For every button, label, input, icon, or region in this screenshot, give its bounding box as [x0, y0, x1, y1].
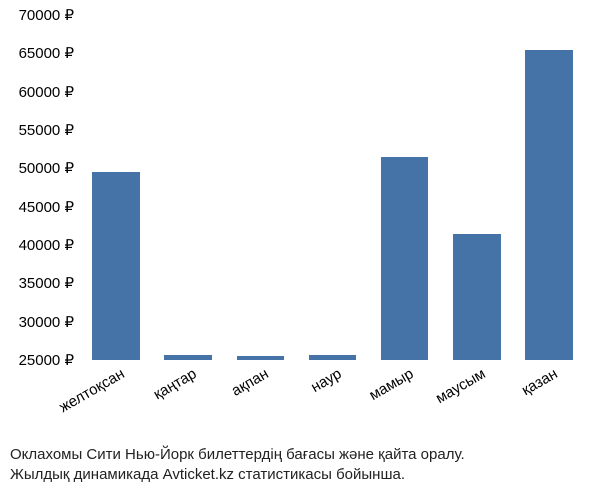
price-chart: 25000 ₽ 30000 ₽ 35000 ₽ 40000 ₽ 45000 ₽ 50000…	[0, 0, 600, 500]
x-tick-label: маусым	[430, 360, 489, 407]
y-tick-label: 65000 ₽	[19, 44, 80, 62]
y-tick-label: 35000 ₽	[19, 274, 80, 292]
x-tick-label: қаңтар	[148, 360, 200, 403]
y-tick-label: 30000 ₽	[19, 313, 80, 331]
y-tick-label: 60000 ₽	[19, 83, 80, 101]
bar	[453, 234, 501, 361]
y-tick-label: 25000 ₽	[19, 351, 80, 369]
y-tick-label: 55000 ₽	[19, 121, 80, 139]
bar	[237, 356, 285, 360]
caption: Оклахомы Сити Нью-Йорк билеттердің бағас…	[10, 445, 590, 484]
y-tick-label: 40000 ₽	[19, 236, 80, 254]
bar	[525, 50, 573, 361]
bar	[381, 157, 429, 360]
caption-line-2: Жылдық динамикада Avticket.kz статистика…	[10, 465, 590, 485]
x-tick-label: мамыр	[363, 360, 416, 404]
x-tick-label: наур	[305, 360, 344, 396]
caption-line-1: Оклахомы Сити Нью-Йорк билеттердің бағас…	[10, 445, 590, 465]
x-tick-label: қазан	[516, 360, 561, 399]
bar	[164, 355, 212, 360]
plot-area: 25000 ₽30000 ₽35000 ₽40000 ₽45000 ₽50000…	[80, 15, 585, 360]
x-tick-label: ақпан	[226, 360, 272, 400]
bar	[92, 172, 140, 360]
y-tick-label: 50000 ₽	[19, 159, 80, 177]
y-tick-label: 45000 ₽	[19, 198, 80, 216]
y-tick-label: 70000 ₽	[19, 6, 80, 24]
